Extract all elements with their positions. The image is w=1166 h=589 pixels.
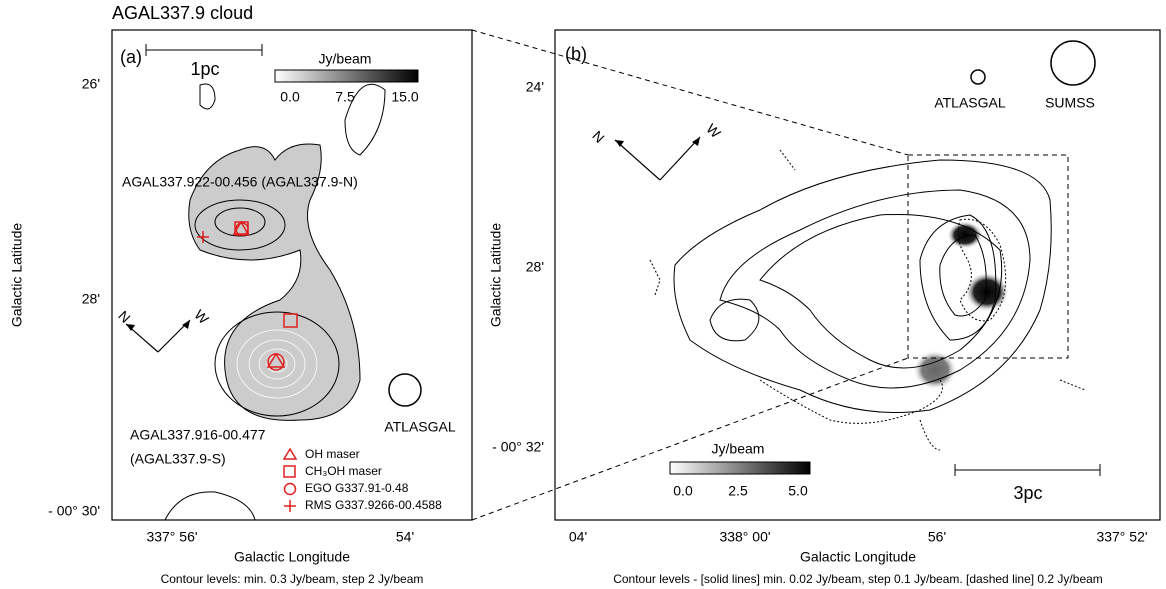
decoration-path (282, 447, 298, 460)
decoration-ellipse (965, 272, 1009, 312)
decoration-path (919, 214, 997, 341)
decoration-circle (283, 482, 297, 496)
legend-entry: RMS G337.9266-00.4588 (305, 498, 442, 512)
panel-b: (b) ATLASGAL SUMSS N W Jy/beam 0.0 2.5 5… (488, 29, 1161, 586)
decoration-ellipse (214, 311, 340, 417)
decoration-ellipse (258, 348, 296, 380)
x-axis-label: Galactic Longitude (234, 549, 350, 565)
scale-bar-label: 3pc (1013, 483, 1042, 503)
compass-w: W (191, 306, 212, 327)
scale-bar-label: 1pc (190, 59, 219, 79)
panel-a: (a) 1pc Jy/beam 0.0 7.5 15.0 AGAL337.922… (9, 29, 473, 586)
decoration-ellipse (236, 329, 318, 399)
decoration-path (709, 298, 760, 342)
decoration-rect (274, 69, 419, 83)
decoration-path (266, 352, 286, 368)
panel-label: (b) (565, 44, 587, 64)
panel-label: (a) (120, 47, 142, 67)
y-tick-label: - 00° 32' (492, 439, 544, 455)
x-tick-label: 56' (928, 529, 946, 545)
decoration-path (759, 213, 1003, 369)
x-tick-label: 337° 52' (1096, 529, 1147, 545)
legend-entry: OH maser (305, 447, 360, 461)
beam-label: ATLASGAL (384, 419, 456, 435)
y-tick-label: 24' (526, 79, 544, 95)
decoration-rect (283, 313, 298, 328)
decoration-path (471, 29, 909, 521)
decoration-path (907, 154, 1069, 359)
decoration-path (614, 136, 701, 181)
decoration-path (199, 83, 216, 110)
decoration-circle (267, 353, 285, 371)
colorbar-unit: Jy/beam (319, 51, 372, 67)
decoration-path (649, 149, 1086, 451)
x-tick-label: 337° 56' (146, 529, 197, 545)
decoration-path (284, 500, 296, 512)
decoration-rect (669, 461, 811, 475)
decoration-circle (235, 222, 249, 236)
decoration-ellipse (947, 221, 983, 249)
decoration-path (188, 143, 361, 421)
decoration-rect (554, 29, 1161, 521)
colorbar-unit: Jy/beam (712, 441, 765, 457)
decoration-path (719, 189, 1031, 389)
decoration-rect (283, 465, 296, 478)
decoration-path (673, 159, 1052, 413)
colorbar-tick: 0.0 (280, 89, 300, 105)
colorbar-tick: 0.0 (673, 483, 693, 499)
caption: Contour levels: min. 0.3 Jy/beam, step 2… (161, 572, 424, 586)
decoration-path (939, 234, 987, 317)
legend-entry: CH₃OH maser (305, 464, 382, 478)
decoration-path (344, 83, 386, 156)
y-axis-label: Galactic Latitude (488, 223, 504, 327)
colorbar-tick: 2.5 (728, 483, 748, 499)
decoration-path (232, 220, 250, 235)
decoration-ellipse (248, 339, 306, 389)
y-tick-label: 28' (526, 259, 544, 275)
source-label: AGAL337.922-00.456 (AGAL337.9-N) (122, 174, 358, 190)
decoration-ellipse (913, 350, 957, 390)
y-tick-label: 28' (82, 291, 100, 307)
decoration-path (164, 491, 256, 521)
decoration-path (957, 218, 1007, 322)
y-tick-label: 26' (82, 76, 100, 92)
beam-label: ATLASGAL (934, 95, 1006, 111)
beam-label: SUMSS (1045, 95, 1095, 111)
decoration-circle (388, 373, 422, 407)
y-tick-label: - 00° 30' (48, 503, 100, 519)
decoration-g (236, 329, 318, 399)
compass-n: N (589, 127, 607, 145)
decoration-circle (1050, 40, 1096, 86)
source-label: AGAL337.916-00.477 (130, 427, 266, 443)
caption: Contour levels - [solid lines] min. 0.02… (613, 572, 1103, 586)
x-tick-label: 54' (396, 529, 414, 545)
compass-n: N (115, 307, 133, 325)
figure-title: AGAL337.9 cloud (112, 3, 253, 23)
colorbar-tick: 15.0 (391, 89, 418, 105)
x-tick-label: 338° 00' (719, 529, 770, 545)
x-tick-label: 04' (569, 529, 587, 545)
colorbar-tick: 5.0 (788, 483, 808, 499)
decoration-circle (970, 69, 986, 85)
colorbar-tick: 7.5 (335, 89, 355, 105)
decoration-path (615, 137, 700, 147)
x-axis-label: Galactic Longitude (800, 549, 916, 565)
source-label: (AGAL337.9-S) (130, 451, 226, 467)
decoration-ellipse (194, 199, 286, 251)
decoration-path (197, 231, 209, 243)
legend-entry: EGO G337.91-0.48 (305, 481, 409, 495)
decoration-rect (111, 29, 473, 521)
y-axis-label: Galactic Latitude (9, 223, 25, 327)
decoration-path (125, 319, 191, 353)
compass-w: W (703, 120, 724, 141)
decoration-ellipse (214, 207, 266, 237)
